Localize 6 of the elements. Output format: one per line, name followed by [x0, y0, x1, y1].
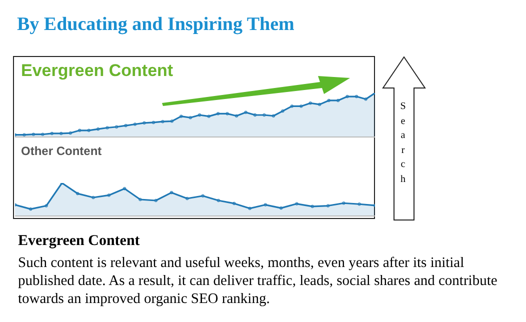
text: Such content is relevant and useful weeks, months, even years after its initial published date. As a result, it can deliver traffic, leads, social shares and contribute towards an improved organic SEO ranking.	[18, 254, 498, 308]
chart-title: Evergreen Content	[21, 61, 174, 81]
chart-title: Other Content	[21, 144, 102, 158]
text: Evergreen Content	[18, 233, 140, 250]
text: Search	[400, 100, 406, 186]
text: By Educating and Inspiring Them	[17, 14, 294, 36]
